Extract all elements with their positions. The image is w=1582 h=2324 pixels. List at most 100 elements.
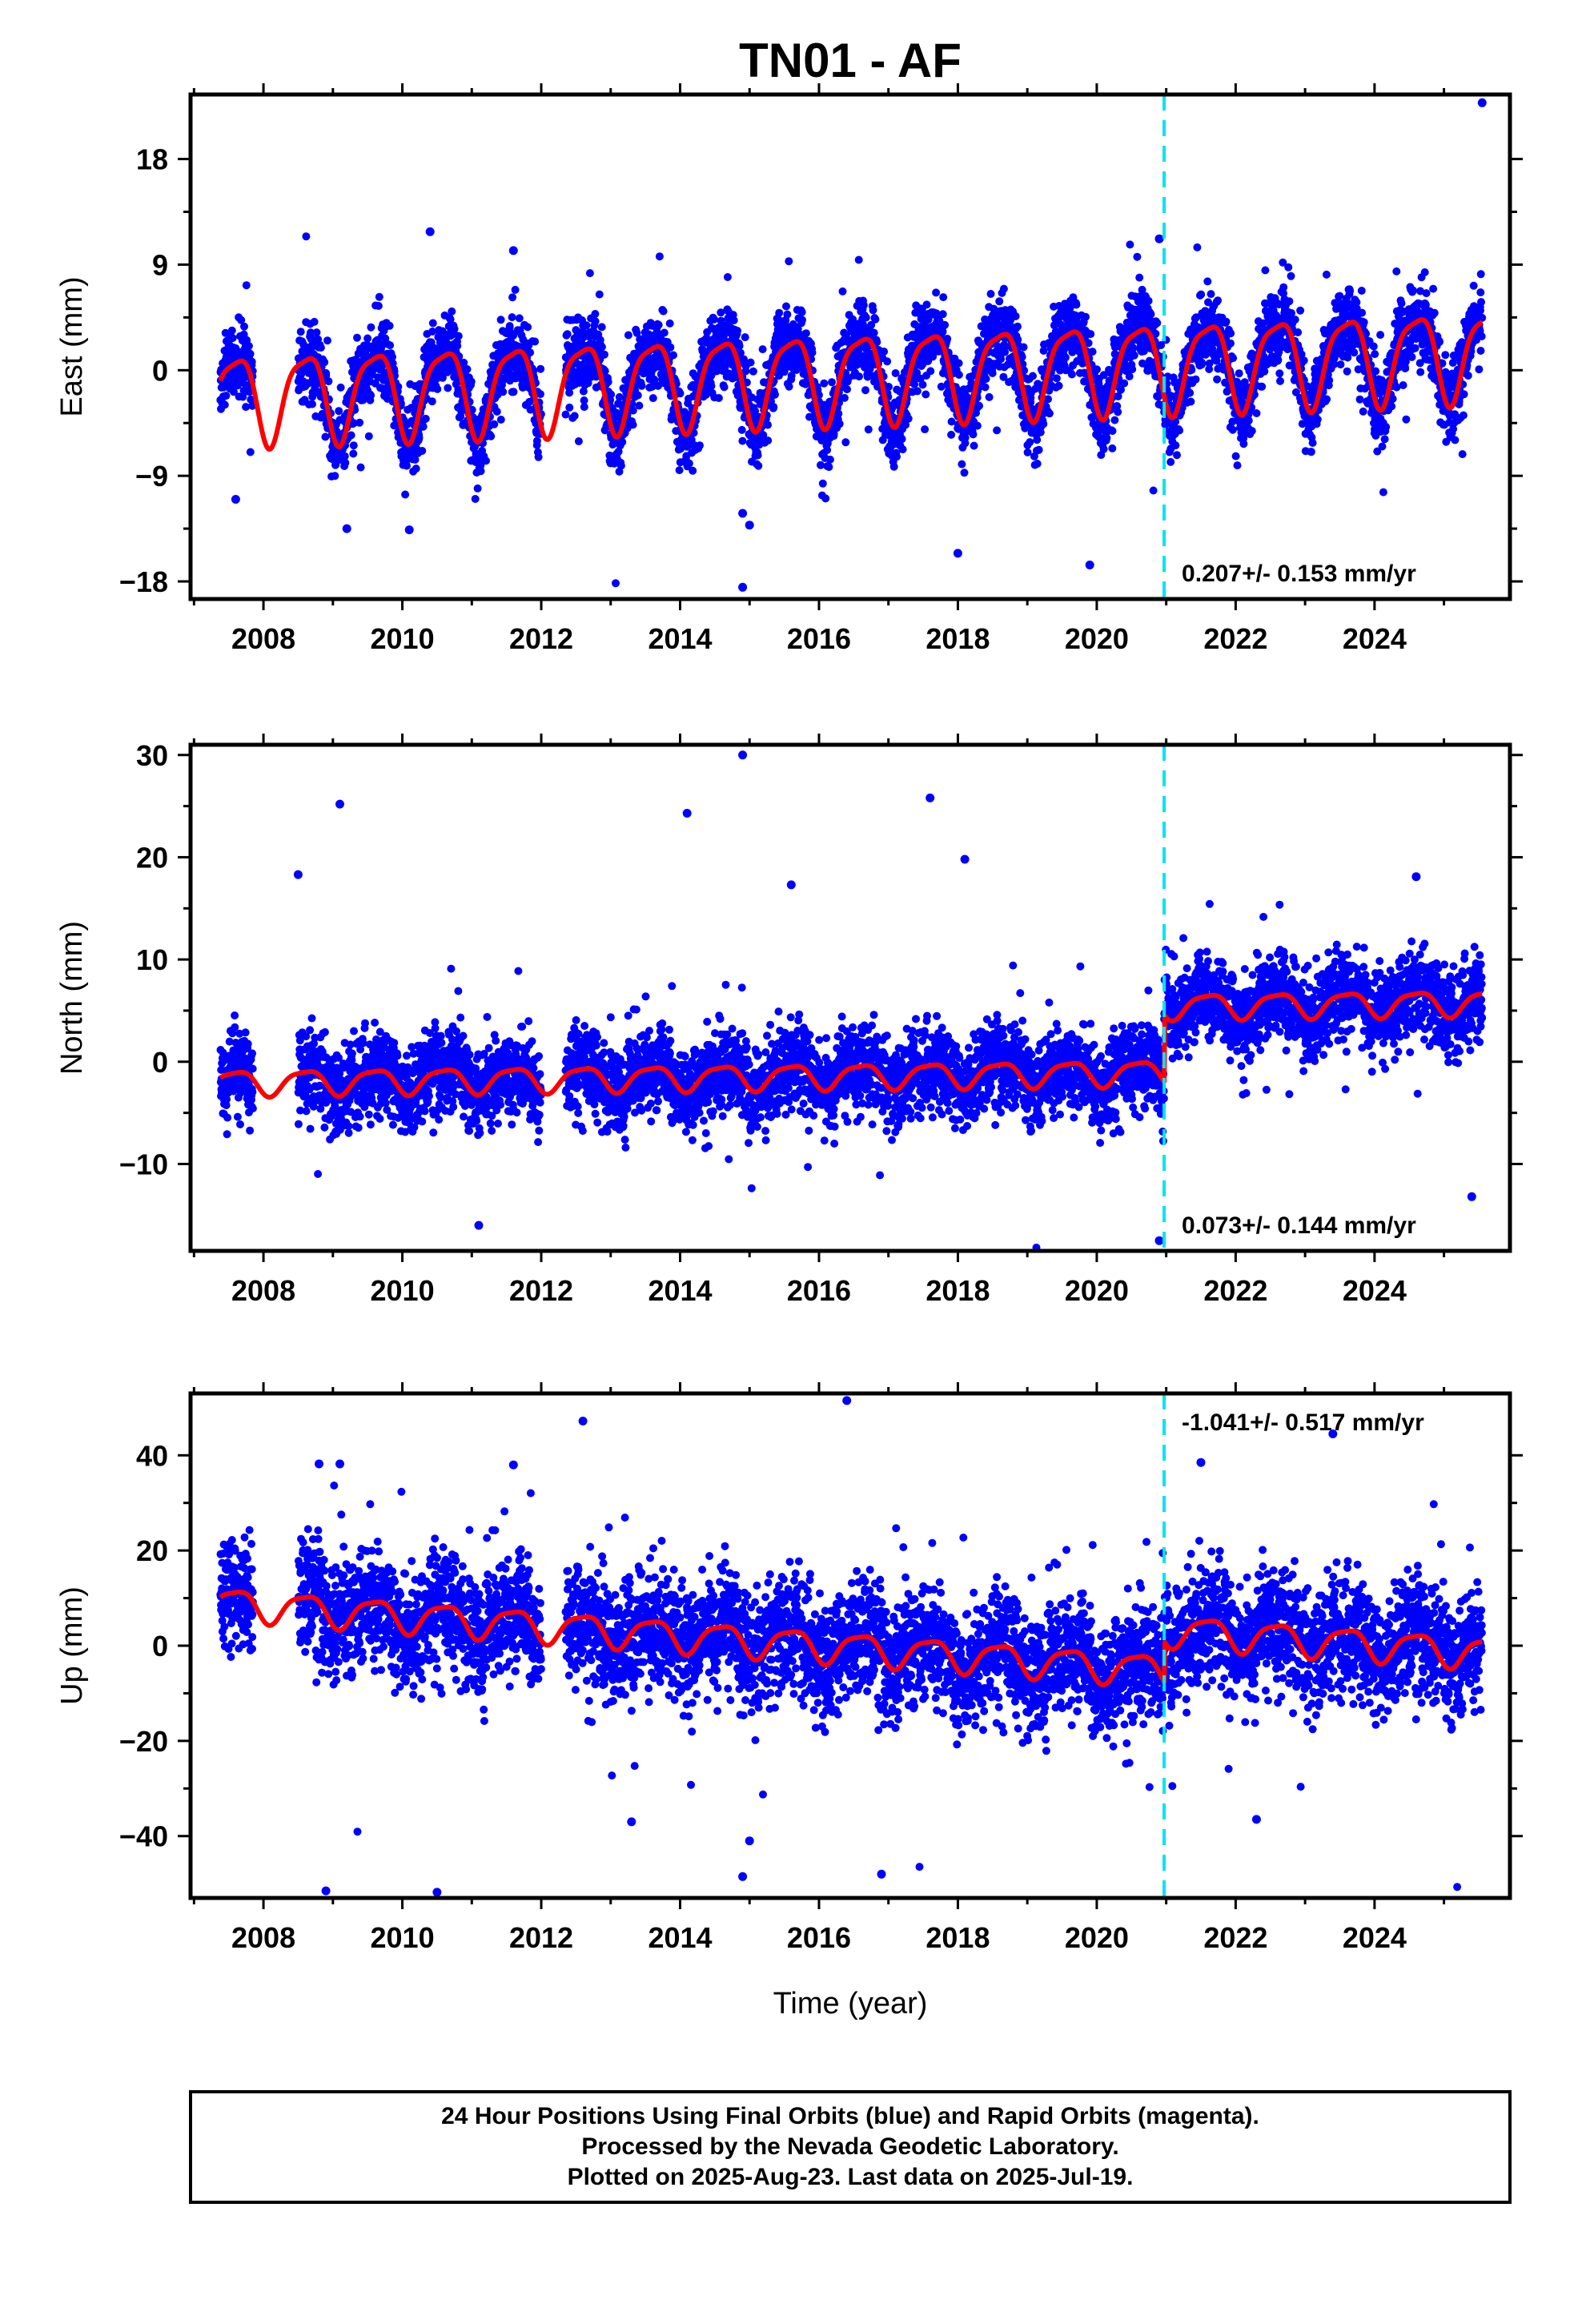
data-point xyxy=(1173,451,1181,460)
data-point xyxy=(492,408,501,416)
data-point xyxy=(1274,356,1283,364)
data-point xyxy=(997,355,1006,364)
data-point xyxy=(515,314,524,323)
data-point xyxy=(1108,427,1117,436)
data-point xyxy=(883,357,892,366)
data-point xyxy=(597,323,606,332)
data-point xyxy=(975,401,983,410)
data-point xyxy=(1322,270,1331,279)
data-point xyxy=(1023,448,1032,456)
data-point xyxy=(524,323,532,332)
data-point xyxy=(1228,425,1237,434)
data-point xyxy=(1285,297,1294,306)
data-point xyxy=(628,420,637,429)
data-point xyxy=(1343,367,1351,376)
data-point xyxy=(723,273,732,281)
data-point xyxy=(526,348,535,357)
data-point xyxy=(1313,415,1322,424)
data-point xyxy=(1258,382,1267,391)
data-point xyxy=(993,426,1002,435)
data-point xyxy=(913,387,921,396)
data-point xyxy=(741,333,749,342)
data-point xyxy=(508,293,517,302)
data-point xyxy=(733,327,741,335)
data-point xyxy=(1247,427,1256,436)
data-point xyxy=(310,317,319,326)
data-point xyxy=(1207,290,1215,299)
data-point xyxy=(303,379,312,388)
data-point xyxy=(320,358,329,367)
data-point xyxy=(859,301,868,309)
data-point xyxy=(970,441,978,450)
data-point xyxy=(1325,376,1334,384)
data-point xyxy=(655,252,664,261)
data-point xyxy=(981,383,990,392)
data-point xyxy=(316,344,325,352)
data-point xyxy=(412,464,420,473)
data-point xyxy=(820,379,829,388)
data-point xyxy=(869,306,877,315)
data-point xyxy=(563,330,572,339)
data-point xyxy=(1276,376,1284,385)
data-point xyxy=(654,320,663,329)
data-point xyxy=(834,409,843,418)
data-point xyxy=(331,472,339,480)
data-point xyxy=(985,392,994,401)
data-point xyxy=(764,420,772,429)
data-point xyxy=(312,328,321,337)
data-point xyxy=(669,351,677,360)
data-point xyxy=(240,322,248,331)
data-point xyxy=(1088,348,1097,356)
data-point xyxy=(635,401,644,410)
data-point xyxy=(536,390,544,399)
data-point xyxy=(738,436,747,445)
data-point xyxy=(473,484,482,493)
data-point xyxy=(237,316,246,324)
data-point xyxy=(385,321,394,330)
data-point xyxy=(1235,369,1243,378)
data-point xyxy=(861,313,870,322)
data-point xyxy=(561,410,570,419)
data-point xyxy=(386,341,395,350)
data-point xyxy=(954,371,963,379)
data-point xyxy=(798,316,806,324)
data-point xyxy=(595,290,604,299)
data-point xyxy=(720,383,729,392)
data-point xyxy=(321,432,330,441)
data-point xyxy=(1099,444,1108,453)
data-point xyxy=(428,328,437,336)
data-point xyxy=(1093,365,1101,374)
data-point xyxy=(418,447,427,455)
data-point xyxy=(1067,370,1076,379)
data-point xyxy=(347,431,355,440)
data-point xyxy=(904,414,913,423)
data-point xyxy=(585,269,594,278)
data-point xyxy=(322,371,331,380)
data-point xyxy=(898,445,907,454)
data-point xyxy=(1146,310,1155,319)
data-point xyxy=(921,390,930,399)
data-point xyxy=(1120,379,1129,388)
data-point xyxy=(591,317,600,326)
data-point xyxy=(1239,440,1248,448)
data-point xyxy=(509,332,517,340)
data-point xyxy=(229,388,238,396)
data-point xyxy=(1126,240,1134,249)
data-point xyxy=(841,438,850,447)
data-point xyxy=(448,307,456,316)
data-point xyxy=(496,316,505,324)
data-point xyxy=(797,308,806,316)
data-point xyxy=(227,326,236,335)
data-point xyxy=(476,467,485,476)
data-point xyxy=(835,420,844,428)
data-point xyxy=(821,494,830,503)
data-point xyxy=(973,421,982,430)
data-point xyxy=(1323,395,1331,404)
data-point xyxy=(415,433,424,442)
data-point xyxy=(591,310,600,318)
data-point xyxy=(843,385,851,394)
data-point xyxy=(1227,329,1235,338)
data-point xyxy=(579,387,588,396)
data-point xyxy=(574,437,583,445)
data-point xyxy=(247,357,256,366)
